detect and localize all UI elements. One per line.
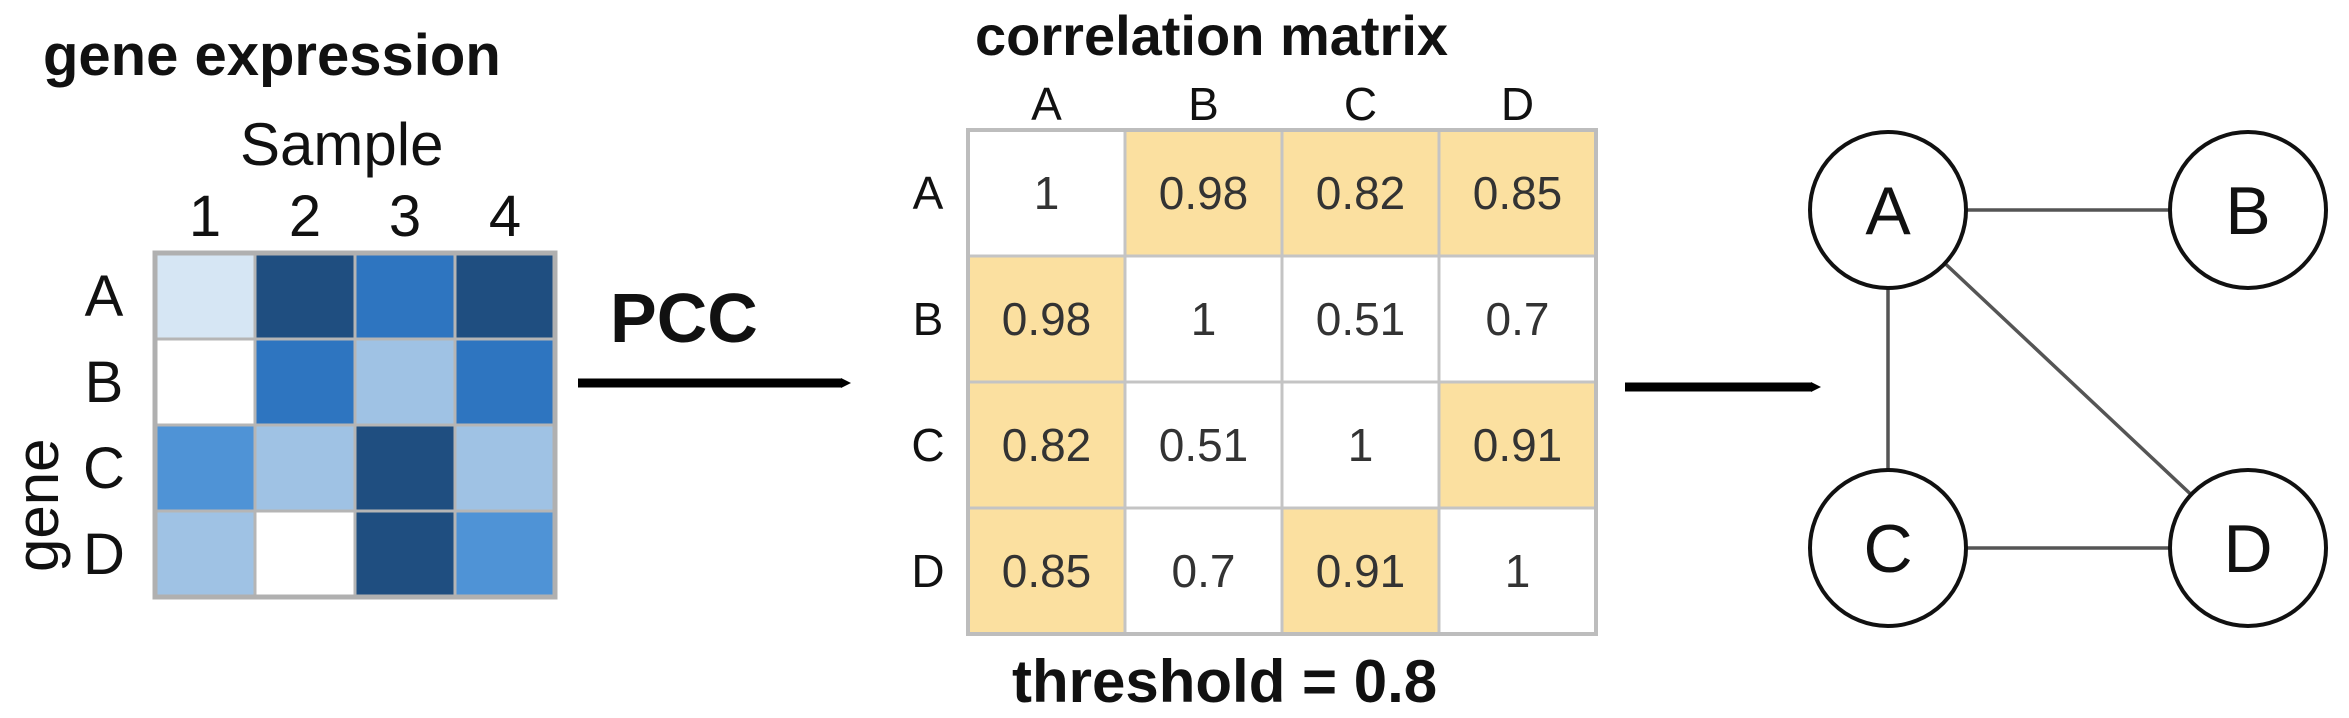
matrix-border bbox=[966, 128, 1598, 636]
sample-axis-label: Sample bbox=[240, 111, 443, 178]
network-panel: A B C D bbox=[1808, 130, 2328, 628]
matrix-cell-value: 0.85 bbox=[1473, 167, 1563, 219]
network-node-c bbox=[1808, 468, 1968, 628]
heatmap-cell bbox=[153, 251, 257, 341]
sample-column-label: 2 bbox=[289, 184, 321, 249]
sample-column-label: 1 bbox=[189, 184, 221, 249]
heatmap-cell bbox=[153, 337, 257, 427]
matrix-cell bbox=[1437, 506, 1598, 636]
matrix-cell-value: 1 bbox=[1034, 167, 1060, 219]
matrix-cell bbox=[966, 380, 1127, 510]
gene-axis-label: gene bbox=[4, 439, 71, 572]
network-edge-a-d bbox=[1943, 262, 2193, 496]
matrix-row-labels: A B C D bbox=[911, 167, 944, 597]
heatmap-cell bbox=[353, 423, 457, 513]
heatmap-border bbox=[152, 250, 558, 600]
matrix-cell bbox=[1437, 380, 1598, 510]
correlation-matrix-title: correlation matrix bbox=[975, 4, 1448, 67]
matrix-cell bbox=[1280, 380, 1441, 510]
sample-column-label: 3 bbox=[389, 184, 421, 249]
heatmap-cell bbox=[453, 337, 557, 427]
matrix-column-labels: A B C D bbox=[1031, 78, 1534, 130]
pcc-arrow-group: PCC bbox=[578, 279, 851, 388]
heatmap-cell bbox=[353, 509, 457, 599]
matrix-cell-value: 1 bbox=[1191, 293, 1217, 345]
matrix-cell bbox=[1123, 506, 1284, 636]
matrix-cell bbox=[1437, 254, 1598, 384]
network-nodes: A B C D bbox=[1808, 130, 2328, 628]
matrix-cell-value: 0.51 bbox=[1159, 419, 1249, 471]
heatmap-cell bbox=[153, 509, 257, 599]
matrix-grid: 1 0.98 0.82 0.85 0.98 1 0.51 0.7 0.82 0.51 1 0.91 0.… bbox=[966, 128, 1598, 636]
network-node-label: B bbox=[2225, 173, 2270, 249]
gene-row-label: D bbox=[83, 522, 125, 587]
heatmap-cell bbox=[353, 337, 457, 427]
matrix-column-label: A bbox=[1031, 78, 1062, 130]
matrix-row-label: A bbox=[913, 167, 944, 219]
matrix-row-label: C bbox=[911, 419, 944, 471]
matrix-cell-value: 0.91 bbox=[1316, 545, 1406, 597]
network-node-d bbox=[2168, 468, 2328, 628]
network-node-a bbox=[1808, 130, 1968, 290]
heatmap-cell bbox=[353, 251, 457, 341]
matrix-cell bbox=[1280, 254, 1441, 384]
network-node-label: C bbox=[1863, 511, 1912, 587]
threshold-label: threshold = 0.8 bbox=[1012, 648, 1437, 715]
matrix-row-label: D bbox=[911, 545, 944, 597]
heatmap-cell bbox=[153, 423, 257, 513]
matrix-cell-value: 1 bbox=[1348, 419, 1374, 471]
heatmap-cell bbox=[253, 423, 357, 513]
gene-row-label: A bbox=[85, 264, 124, 329]
matrix-column-label: C bbox=[1344, 78, 1377, 130]
pcc-label: PCC bbox=[610, 279, 758, 357]
gene-row-label: C bbox=[83, 436, 125, 501]
gene-row-label: B bbox=[85, 350, 124, 415]
network-edges bbox=[1886, 208, 2193, 550]
matrix-cell-value: 0.7 bbox=[1172, 545, 1236, 597]
matrix-row-label: B bbox=[913, 293, 944, 345]
heatmap-cell bbox=[253, 509, 357, 599]
sample-column-label: 4 bbox=[489, 184, 521, 249]
network-node-label: D bbox=[2223, 511, 2272, 587]
matrix-cell bbox=[1280, 506, 1441, 636]
matrix-cell-value: 0.7 bbox=[1486, 293, 1550, 345]
matrix-column-label: B bbox=[1188, 78, 1219, 130]
matrix-cell-value: 0.82 bbox=[1316, 167, 1406, 219]
matrix-cell bbox=[1280, 128, 1441, 258]
network-node-label: A bbox=[1865, 173, 1911, 249]
matrix-cell bbox=[1437, 128, 1598, 258]
matrix-cell-value: 1 bbox=[1505, 545, 1531, 597]
heatmap-cell bbox=[453, 251, 557, 341]
heatmap-cell bbox=[253, 337, 357, 427]
matrix-column-label: D bbox=[1501, 78, 1534, 130]
heatmap-cell bbox=[453, 509, 557, 599]
matrix-cell-value: 0.98 bbox=[1159, 167, 1249, 219]
correlation-matrix-panel: correlation matrix A B C D A B C D 1 0.98 0.82 0.… bbox=[911, 4, 1598, 715]
matrix-cell-value: 0.98 bbox=[1002, 293, 1092, 345]
matrix-cell-value: 0.82 bbox=[1002, 419, 1092, 471]
heatmap-cell bbox=[453, 423, 557, 513]
matrix-cell bbox=[1123, 254, 1284, 384]
heatmap-grid bbox=[152, 250, 558, 600]
matrix-cell-value: 0.91 bbox=[1473, 419, 1563, 471]
gene-expression-title: gene expression bbox=[43, 23, 501, 88]
matrix-cell-value: 0.51 bbox=[1316, 293, 1406, 345]
heatmap-cell bbox=[253, 251, 357, 341]
sample-column-labels: 1 2 3 4 bbox=[189, 184, 521, 249]
network-node-b bbox=[2168, 130, 2328, 290]
matrix-cell-value: 0.85 bbox=[1002, 545, 1092, 597]
